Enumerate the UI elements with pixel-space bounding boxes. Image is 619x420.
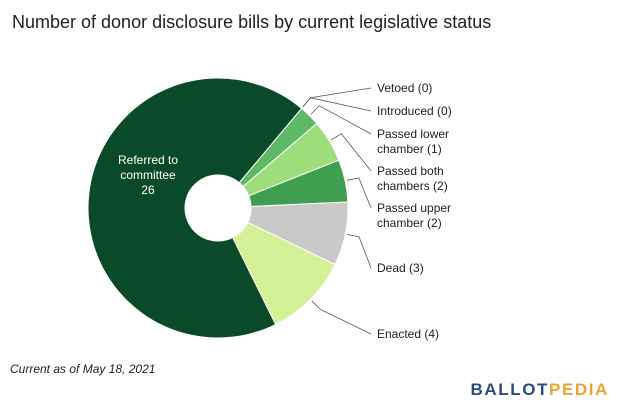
- label-enacted-4: Enacted (4): [377, 327, 439, 341]
- leader-vetoed-0: [302, 87, 372, 108]
- label-introduced-0: Introduced (0): [377, 104, 452, 118]
- slice-labels: Vetoed (0) Introduced (0) Passed lower cham…: [118, 81, 452, 341]
- label-passed-upper-chamber-2: Passed upper chamber (2): [377, 201, 451, 230]
- logo-part-ballot: BALLOT: [470, 380, 550, 399]
- label-passed-both-chambers-2: Passed both chambers (2): [377, 164, 448, 193]
- leader-passed-lower-chamber-1: [310, 105, 372, 135]
- label-vetoed-0: Vetoed (0): [377, 81, 432, 95]
- leader-lines: [302, 87, 372, 335]
- leader-passed-both-chambers-2: [330, 133, 372, 172]
- leader-passed-upper-chamber-2: [346, 177, 372, 209]
- donut-slices: [87, 77, 349, 339]
- label-dead-3: Dead (3): [377, 261, 424, 275]
- leader-dead-3: [347, 234, 372, 269]
- logo-part-pedia: PEDIA: [549, 380, 609, 399]
- leader-introduced-0: [302, 97, 372, 112]
- chart-title: Number of donor disclosure bills by curr…: [12, 12, 492, 32]
- footnote: Current as of May 18, 2021: [10, 362, 156, 376]
- label-passed-lower-chamber-1: Passed lower chamber (1): [377, 127, 449, 156]
- ballotpedia-logo[interactable]: BALLOTPEDIA: [471, 380, 610, 400]
- slice-referred-to-committee-26[interactable]: [87, 77, 303, 339]
- leader-enacted-4: [311, 300, 372, 335]
- slice-enacted-4[interactable]: [231, 221, 336, 326]
- label-referred-to-committee-26: Referred to committee 26: [118, 153, 178, 197]
